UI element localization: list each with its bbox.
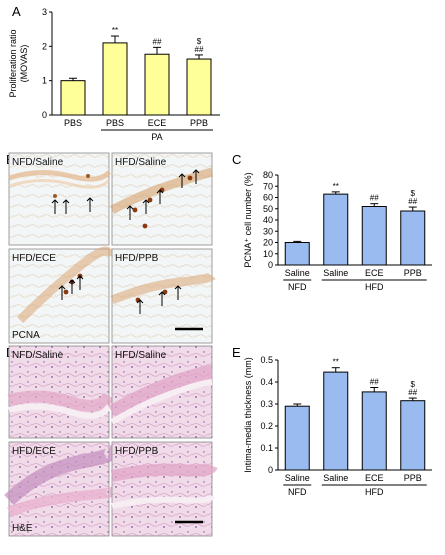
bar: [284, 405, 310, 471]
group-label: NFD: [288, 487, 307, 497]
x-tick-label: PPB: [404, 268, 422, 278]
bar: [361, 206, 387, 266]
x-tick-label: ECE: [365, 268, 384, 278]
bar: [323, 193, 349, 266]
micrograph-label: HFD/PPB: [115, 446, 159, 457]
y-tick-label: 3: [42, 7, 47, 17]
micrograph-label: HFD/PPB: [115, 253, 159, 264]
y-tick-label: 10: [263, 249, 273, 259]
stain-label: H&E: [12, 523, 33, 534]
y-axis-label: PCNA⁺ cell number (%): [243, 172, 253, 267]
micrograph-label: NFD/Saline: [12, 157, 64, 168]
significance-mark: **: [112, 26, 118, 35]
micrograph-b-hfd-ppb: HFD/PPB: [110, 248, 216, 344]
micrograph-label: NFD/Saline: [12, 350, 64, 361]
bar: [284, 242, 310, 266]
bar: [361, 391, 387, 471]
bar: [60, 80, 86, 116]
group-label: HFD: [365, 487, 384, 497]
micrograph-d-hfd-saline: HFD/Saline: [108, 345, 213, 439]
y-axis-sublabel: (MOVAS): [19, 45, 29, 83]
chart-e-intima: 0 0.1 0.2 0.3 0.4 0.5 Intima-media thickness (…: [243, 355, 432, 497]
micrograph-label: HFD/ECE: [12, 446, 56, 457]
x-tick-label: Saline: [323, 268, 348, 278]
group-label: PA: [151, 132, 162, 142]
y-tick-label: 0.5: [260, 355, 273, 365]
y-tick-label: 0: [42, 110, 47, 120]
y-tick-label: 0: [268, 465, 273, 475]
micrograph-d-hfd-ppb: HFD/PPB: [110, 441, 218, 537]
panel-letter-c: C: [232, 152, 241, 167]
micrograph-b-hfd-ece: HFD/ECE PCNA: [8, 246, 114, 344]
significance-mark: ##: [370, 194, 379, 203]
x-tick-label: PPB: [404, 473, 422, 483]
significance-mark: ##: [408, 388, 417, 397]
micrograph-d-nfd-saline: NFD/Saline: [7, 345, 115, 439]
y-tick-label: 0.2: [260, 421, 273, 431]
micrograph-grid-b: NFD/Saline HFD/Saline HFD/ECE PCNA: [8, 152, 216, 344]
x-tick-label: PPB: [190, 118, 208, 128]
micrograph-label: HFD/Saline: [115, 157, 167, 168]
y-tick-label: 0: [268, 260, 273, 270]
chart-a-proliferation: 0 1 2 3 Proliferation ratio (MOVAS) PBS ** PBS ##…: [8, 7, 220, 142]
significance-mark: **: [333, 182, 339, 191]
y-axis-label: Proliferation ratio: [8, 29, 18, 97]
x-tick-label: PBS: [64, 118, 82, 128]
significance-mark: **: [333, 358, 339, 367]
significance-mark: $: [411, 380, 416, 389]
bar: [144, 53, 170, 116]
significance-mark: ##: [408, 197, 417, 206]
x-tick-label: Saline: [285, 268, 310, 278]
y-tick-label: 80: [263, 170, 273, 180]
significance-mark: $: [197, 37, 202, 46]
y-tick-label: 0.1: [260, 443, 273, 453]
bar: [400, 400, 426, 471]
micrograph-label: HFD/Saline: [115, 350, 167, 361]
panel-letter-e: E: [232, 345, 241, 360]
significance-mark: $: [411, 189, 416, 198]
stain-label: PCNA: [12, 330, 40, 341]
y-tick-label: 2: [42, 41, 47, 51]
micrograph-label: HFD/ECE: [12, 253, 56, 264]
bar: [400, 210, 426, 266]
y-tick-label: 60: [263, 193, 273, 203]
bar: [102, 42, 128, 116]
significance-mark: ##: [153, 37, 162, 46]
x-tick-label: ECE: [148, 118, 167, 128]
micrograph-b-nfd-saline: NFD/Saline: [8, 152, 111, 246]
y-axis-label: Intima-media thickness (mm): [243, 357, 253, 473]
y-tick-label: 30: [263, 226, 273, 236]
micrograph-b-hfd-saline: HFD/Saline: [109, 152, 214, 246]
group-label: NFD: [288, 282, 307, 292]
y-tick-label: 70: [263, 181, 273, 191]
group-label: HFD: [365, 282, 384, 292]
bar: [186, 58, 212, 116]
y-tick-label: 40: [263, 215, 273, 225]
micrograph-d-hfd-ece: HFD/ECE H&E: [4, 441, 119, 537]
y-tick-label: 1: [42, 76, 47, 86]
panel-letter-a: A: [12, 4, 21, 19]
x-tick-label: Saline: [285, 473, 310, 483]
micrograph-grid-d: NFD/Saline HFD/Saline HFD/ECE H&E HFD/PP…: [4, 345, 218, 537]
y-tick-label: 0.4: [260, 377, 273, 387]
y-tick-label: 50: [263, 204, 273, 214]
significance-mark: ##: [370, 378, 379, 387]
x-tick-label: Saline: [323, 473, 348, 483]
significance-mark: ##: [195, 45, 204, 54]
x-tick-label: PBS: [106, 118, 124, 128]
y-tick-label: 20: [263, 238, 273, 248]
x-tick-label: ECE: [365, 473, 384, 483]
y-tick-label: 0.3: [260, 399, 273, 409]
bar: [323, 371, 349, 471]
